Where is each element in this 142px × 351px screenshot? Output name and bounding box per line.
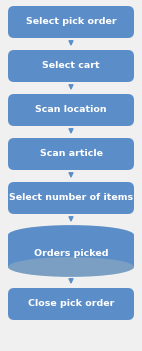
FancyBboxPatch shape [8,6,134,38]
FancyBboxPatch shape [8,138,134,170]
Text: Close pick order: Close pick order [28,299,114,309]
Text: Orders picked: Orders picked [34,250,108,258]
Text: Select cart: Select cart [42,61,100,71]
Bar [8,235,134,267]
FancyBboxPatch shape [8,50,134,82]
FancyBboxPatch shape [8,94,134,126]
FancyBboxPatch shape [8,288,134,320]
Text: Scan location: Scan location [35,106,107,114]
Text: Select number of items: Select number of items [9,193,133,203]
Text: Scan article: Scan article [39,150,103,159]
Ellipse shape [8,257,134,277]
Text: Select pick order: Select pick order [26,18,116,26]
Ellipse shape [8,225,134,245]
FancyBboxPatch shape [8,182,134,214]
